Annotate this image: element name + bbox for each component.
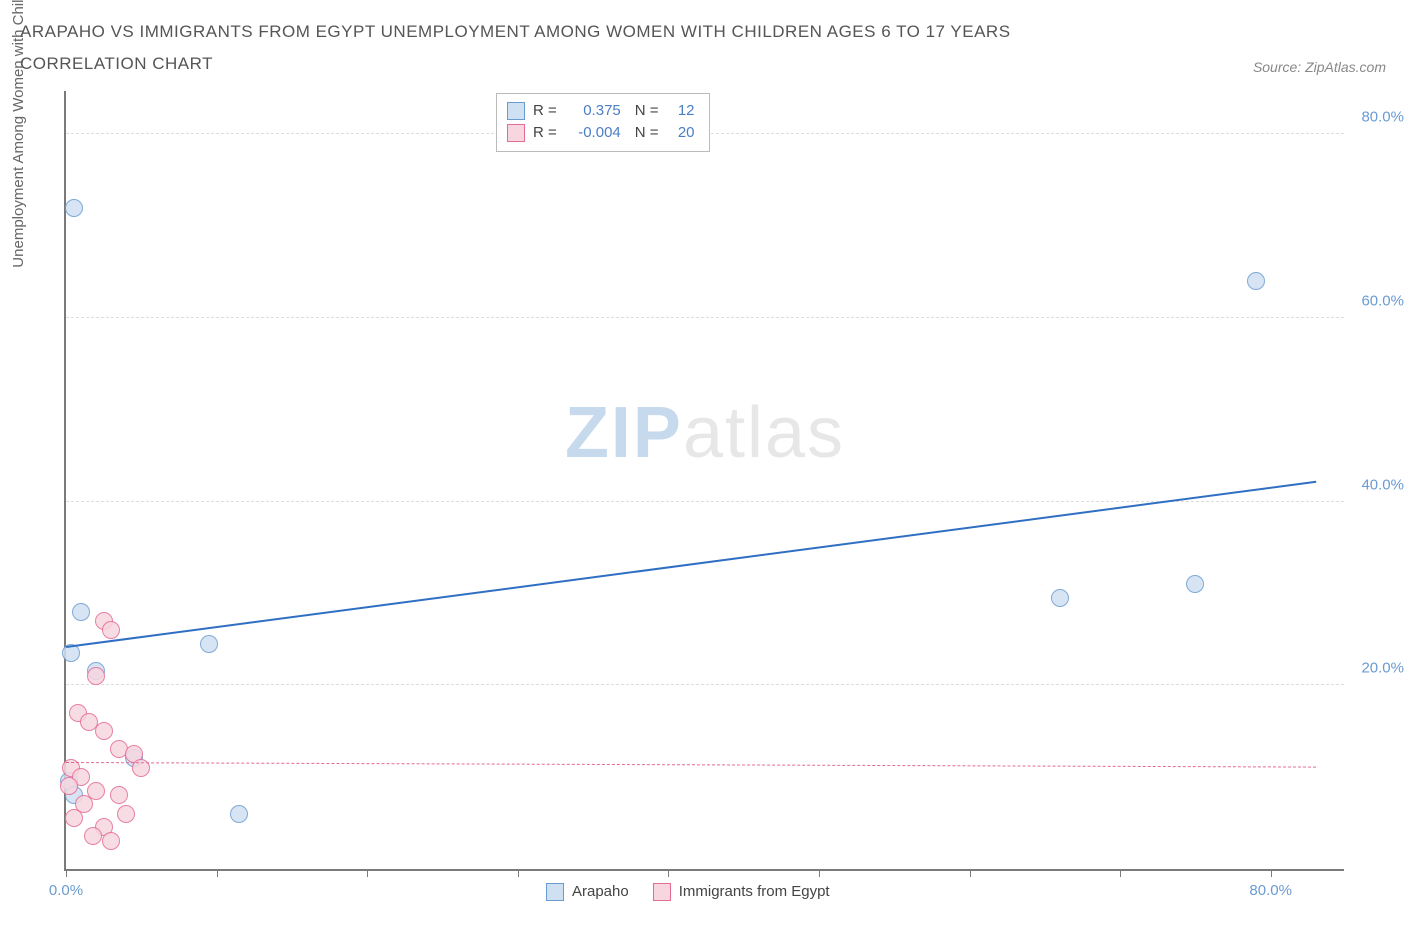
legend-r-label: R = [533,100,557,123]
x-tick [970,869,971,877]
legend-swatch [653,883,671,901]
x-tick [66,869,67,877]
data-point [1247,272,1265,290]
legend-row: R = -0.004 N = 20 [507,122,695,145]
data-point [84,827,102,845]
x-tick [518,869,519,877]
y-tick-label: 80.0% [1361,109,1404,126]
watermark-atlas: atlas [683,393,845,473]
legend-r-value: -0.004 [565,122,621,145]
x-tick [1271,869,1272,877]
data-point [60,777,78,795]
legend-swatch [507,124,525,142]
gridline [66,317,1344,318]
source-label: Source: ZipAtlas.com [1253,59,1386,81]
legend-n-value: 20 [667,122,695,145]
series-legend: Arapaho Immigrants from Egypt [546,883,830,901]
gridline [66,684,1344,685]
x-tick [1120,869,1121,877]
chart-title: ARAPAHO VS IMMIGRANTS FROM EGYPT UNEMPLO… [20,16,1120,81]
legend-item: Immigrants from Egypt [653,883,830,901]
plot-area: ZIPatlas 20.0%40.0%60.0%80.0%0.0%80.0%R … [64,91,1344,871]
x-tick [367,869,368,877]
data-point [65,199,83,217]
data-point [72,603,90,621]
trend-line [66,762,1316,768]
trend-line [66,481,1316,648]
x-tick [668,869,669,877]
y-tick-label: 60.0% [1361,293,1404,310]
correlation-chart: Unemployment Among Women with Children A… [20,91,1386,871]
legend-n-value: 12 [667,100,695,123]
legend-swatch [507,102,525,120]
x-tick [217,869,218,877]
legend-r-value: 0.375 [565,100,621,123]
data-point [230,805,248,823]
y-tick-label: 40.0% [1361,476,1404,493]
data-point [110,786,128,804]
data-point [1051,589,1069,607]
data-point [200,635,218,653]
data-point [102,621,120,639]
legend-item: Arapaho [546,883,629,901]
watermark: ZIPatlas [565,392,845,474]
data-point [87,667,105,685]
legend-series-name: Immigrants from Egypt [679,883,830,900]
data-point [95,722,113,740]
y-axis-label: Unemployment Among Women with Children A… [10,0,27,267]
legend-n-label: N = [635,100,659,123]
x-tick-label: 0.0% [49,882,83,899]
data-point [1186,575,1204,593]
legend-swatch [546,883,564,901]
y-tick-label: 20.0% [1361,660,1404,677]
x-tick [819,869,820,877]
legend-row: R = 0.375 N = 12 [507,100,695,123]
data-point [117,805,135,823]
legend-series-name: Arapaho [572,883,629,900]
data-point [65,809,83,827]
legend-r-label: R = [533,122,557,145]
stats-legend: R = 0.375 N = 12 R = -0.004 N = 20 [496,93,710,152]
x-tick-label: 80.0% [1249,882,1292,899]
data-point [102,832,120,850]
watermark-zip: ZIP [565,393,683,473]
legend-n-label: N = [635,122,659,145]
